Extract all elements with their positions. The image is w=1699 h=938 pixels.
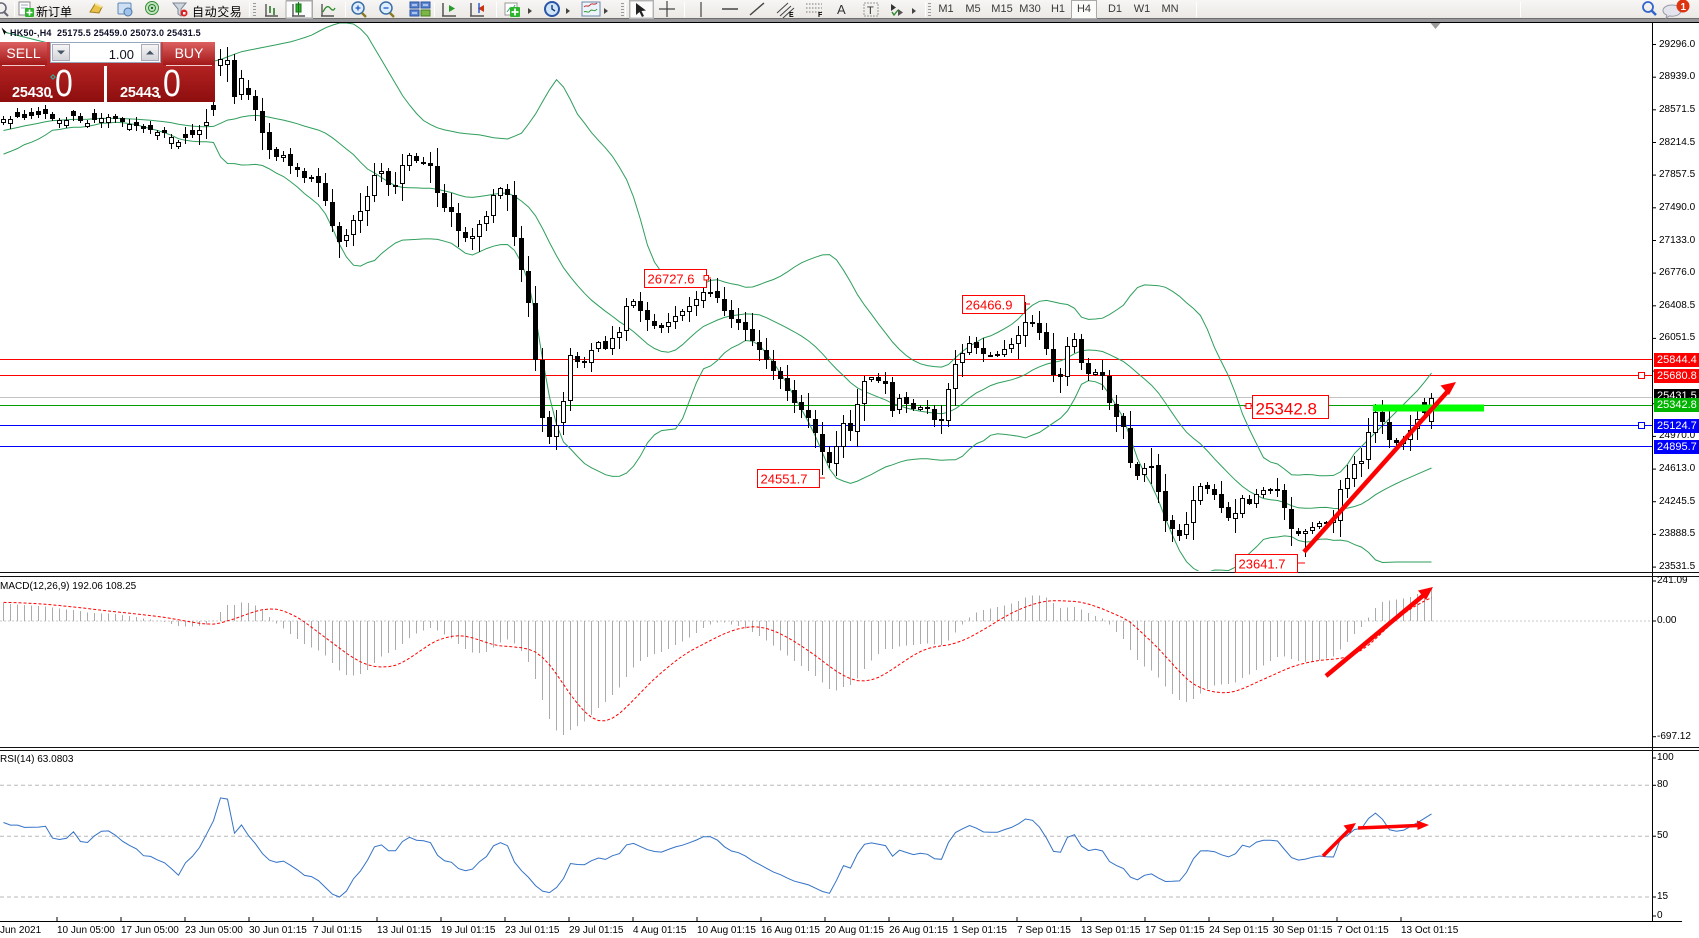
svg-text:24551.7: 24551.7	[761, 472, 808, 487]
svg-text:23641.7: 23641.7	[1239, 557, 1286, 572]
svg-text:T: T	[867, 5, 874, 17]
svg-text:25342.8: 25342.8	[1256, 400, 1317, 419]
svg-text:A: A	[837, 2, 846, 17]
svg-text:26466.9: 26466.9	[966, 298, 1013, 313]
svg-text:E: E	[789, 12, 794, 19]
svg-text:26727.6: 26727.6	[648, 272, 695, 287]
svg-text:F: F	[818, 12, 823, 19]
svg-text:1: 1	[1681, 2, 1687, 13]
